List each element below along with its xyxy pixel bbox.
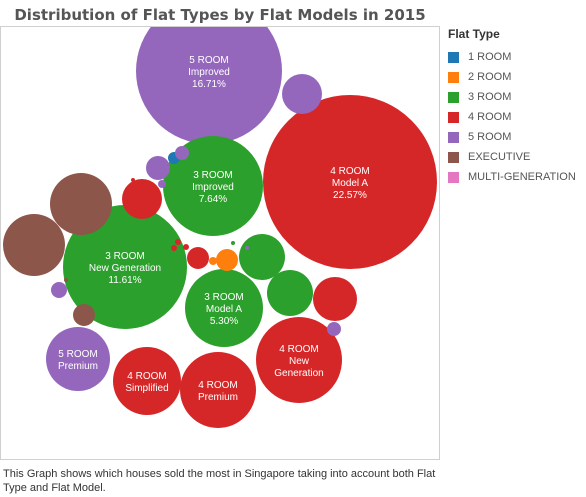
bubble[interactable] [327, 322, 341, 336]
bubble[interactable] [51, 282, 67, 298]
bubble[interactable] [185, 269, 263, 347]
legend-item[interactable]: MULTI-GENERATION [448, 167, 584, 187]
legend-item[interactable]: 1 ROOM [448, 47, 584, 67]
legend-items: 1 ROOM 2 ROOM 3 ROOM 4 ROOM 5 ROOM EXECUTIVE M… [448, 47, 584, 187]
legend-label: 2 ROOM [468, 71, 512, 83]
legend-swatch [448, 91, 459, 103]
legend-swatch [448, 71, 459, 83]
bubble-label: 16.71% [192, 79, 226, 90]
bubble[interactable] [63, 205, 187, 329]
legend: Flat Type 1 ROOM 2 ROOM 3 ROOM 4 ROOM 5 ROOM… [448, 27, 584, 187]
bubble[interactable] [136, 27, 282, 144]
bubble[interactable] [209, 257, 217, 265]
bubble[interactable] [267, 270, 313, 316]
bubble-label: 5 ROOM [58, 349, 97, 360]
bubble[interactable] [64, 278, 68, 282]
bubble-label: 4 ROOM [127, 371, 166, 382]
bubble-label: Improved [188, 67, 230, 78]
bubble-label: Generation [274, 368, 323, 379]
bubble[interactable] [113, 347, 181, 415]
bubble-label: 4 ROOM [198, 380, 237, 391]
bubble[interactable] [256, 317, 342, 403]
legend-swatch [448, 151, 459, 163]
chart-caption: This Graph shows which houses sold the m… [3, 468, 436, 494]
bubble[interactable] [187, 247, 209, 269]
bubble-label: 3 ROOM [193, 170, 232, 181]
bubble[interactable] [175, 146, 189, 160]
bubble[interactable] [245, 246, 249, 250]
legend-label: 4 ROOM [468, 111, 512, 123]
bubble[interactable] [73, 304, 95, 326]
bubble-label: 22.57% [333, 190, 367, 201]
bubble[interactable] [216, 249, 238, 271]
bubble-label: New [289, 356, 310, 367]
bubble-label: 7.64% [199, 194, 227, 205]
bubble[interactable] [171, 245, 177, 251]
legend-item[interactable]: 2 ROOM [448, 67, 584, 87]
bubble-label: Premium [58, 361, 98, 372]
legend-swatch [448, 171, 459, 183]
legend-title: Flat Type [448, 27, 500, 41]
legend-item[interactable]: 5 ROOM [448, 127, 584, 147]
legend-item[interactable]: 4 ROOM [448, 107, 584, 127]
bubble-label: 11.61% [108, 275, 141, 286]
bubble[interactable] [158, 180, 166, 188]
bubble[interactable] [282, 74, 322, 114]
legend-label: 1 ROOM [468, 51, 512, 63]
plot-area: 4 ROOM Model A 22.57% 5 ROOM Improved 16.71% 3… [0, 26, 440, 460]
bubble-label: Simplified [125, 383, 168, 394]
bubble[interactable] [263, 95, 437, 269]
bubble[interactable] [122, 179, 162, 219]
bubble[interactable] [50, 173, 112, 235]
bubble-label: 4 ROOM [330, 166, 369, 177]
legend-swatch [448, 51, 459, 63]
bubble[interactable] [183, 244, 189, 250]
bubble[interactable] [146, 156, 170, 180]
legend-swatch [448, 111, 459, 123]
bubble[interactable] [206, 273, 210, 277]
bubble-label: 4 ROOM [279, 344, 318, 355]
bubble-label: Premium [198, 392, 238, 403]
legend-label: 5 ROOM [468, 131, 512, 143]
bubble[interactable] [231, 241, 235, 245]
bubble-label: Improved [192, 182, 234, 193]
bubble-label: 5.30% [210, 316, 238, 327]
bubble-label: 5 ROOM [189, 55, 228, 66]
bubble-label: New Generation [89, 263, 161, 274]
bubble-label: 3 ROOM [204, 292, 243, 303]
bubble[interactable] [131, 178, 135, 182]
bubble[interactable] [46, 327, 110, 391]
legend-label: 3 ROOM [468, 91, 512, 103]
legend-swatch [448, 131, 459, 143]
bubble[interactable] [3, 214, 65, 276]
bubble-label: Model A [206, 304, 242, 315]
bubble[interactable] [313, 277, 357, 321]
legend-label: MULTI-GENERATION [468, 171, 576, 183]
legend-item[interactable]: EXECUTIVE [448, 147, 584, 167]
bubble[interactable] [239, 234, 285, 280]
bubble-label: 3 ROOM [105, 251, 144, 262]
bubble[interactable] [180, 352, 256, 428]
legend-label: EXECUTIVE [468, 151, 531, 163]
bubble-label: Model A [332, 178, 368, 189]
bubble[interactable] [163, 136, 263, 236]
bubble[interactable] [175, 239, 181, 245]
chart-title: Distribution of Flat Types by Flat Model… [14, 6, 426, 24]
legend-item[interactable]: 3 ROOM [448, 87, 584, 107]
